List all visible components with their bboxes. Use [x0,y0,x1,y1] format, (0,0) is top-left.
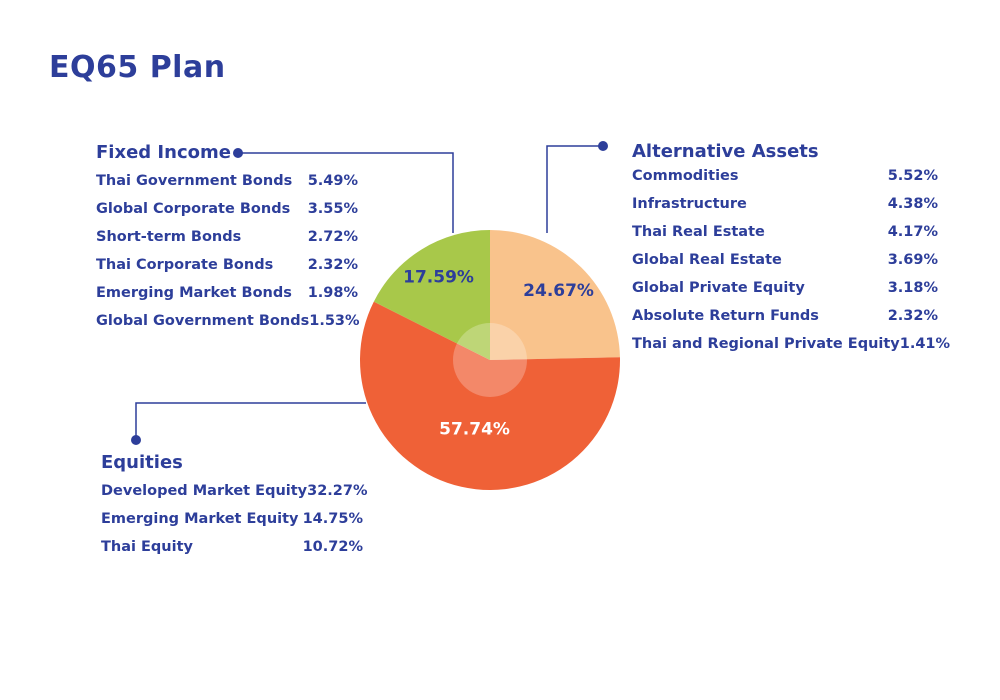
list-item: Developed Market Equity 32.27% [101,481,368,509]
item-value: 1.53% [309,313,360,329]
list-item: Global Corporate Bonds 3.55% [96,199,358,227]
connector-dot-alternative-assets [598,141,608,151]
pie-center-highlight [453,323,527,397]
item-value: 3.55% [307,201,358,217]
list-item: Thai and Regional Private Equity 1.41% [632,334,950,362]
fixed-income-group: Fixed Income Thai Government Bonds 5.49% G… [96,142,360,339]
fixed-income-title: Fixed Income [96,142,231,163]
list-item: Thai Equity 10.72% [101,537,363,565]
item-label: Thai Equity [101,539,193,555]
item-label: Commodities [632,168,739,184]
item-value: 5.52% [887,168,938,184]
slice-label-equities: 57.74% [439,419,510,439]
item-label: Thai Government Bonds [96,173,293,189]
list-item: Infrastructure 4.38% [632,194,938,222]
item-value: 3.69% [887,252,938,268]
item-value: 4.17% [887,224,938,240]
list-item: Global Private Equity 3.18% [632,278,938,306]
item-value: 5.49% [307,173,358,189]
list-item: Thai Government Bonds 5.49% [96,171,358,199]
item-value: 4.38% [887,196,938,212]
list-item: Absolute Return Funds 2.32% [632,306,938,334]
list-item: Thai Real Estate 4.17% [632,222,938,250]
item-label: Emerging Market Bonds [96,285,292,301]
item-label: Infrastructure [632,196,747,212]
alternative-assets-group: Alternative Assets Commodities 5.52% Infra… [632,141,950,362]
page-title: EQ65 Plan [49,50,226,85]
pie-slice-fixed-income [373,230,490,360]
connector-dot-fixed-income [233,148,243,158]
item-value: 3.18% [887,280,938,296]
item-value: 2.32% [307,257,358,273]
slice-label-alternative-assets: 24.67% [523,281,594,301]
item-label: Thai Real Estate [632,224,765,240]
pie-slice-equities [359,301,620,491]
list-item: Short-term Bonds 2.72% [96,227,358,255]
slice-label-fixed-income: 17.59% [403,268,474,288]
connector-dot-equities [131,435,141,445]
item-label: Emerging Market Equity [101,511,299,527]
connector-fixed-income [238,152,454,233]
item-label: Absolute Return Funds [632,308,819,324]
list-item: Emerging Market Bonds 1.98% [96,283,358,311]
item-value: 1.41% [899,336,951,352]
item-value: 2.72% [307,229,358,245]
alternative-assets-title: Alternative Assets [632,141,819,162]
list-item: Commodities 5.52% [632,166,938,194]
item-value: 2.32% [887,308,938,324]
pie-slice-labels: 24.67% 57.74% 17.59% [403,268,594,440]
list-item: Global Government Bonds 1.53% [96,311,360,339]
item-label: Developed Market Equity [101,483,308,499]
list-item: Global Real Estate 3.69% [632,250,938,278]
connector-alternative-assets [546,145,603,233]
item-value: 1.98% [307,285,358,301]
connector-lines [131,141,608,445]
list-item: Emerging Market Equity 14.75% [101,509,363,537]
equities-group: Equities Developed Market Equity 32.27% Em… [101,452,368,565]
item-label: Global Private Equity [632,280,805,296]
connector-equities [135,402,366,440]
item-label: Global Real Estate [632,252,782,268]
item-label: Global Government Bonds [96,313,310,329]
item-label: Thai Corporate Bonds [96,257,274,273]
item-value: 32.27% [307,483,368,499]
pie-slices [359,230,620,491]
list-item: Thai Corporate Bonds 2.32% [96,255,358,283]
pie-slice-alternative-assets [490,230,620,360]
item-value: 10.72% [302,539,363,555]
item-label: Thai and Regional Private Equity [632,336,900,352]
equities-title: Equities [101,452,183,473]
item-value: 14.75% [302,511,363,527]
item-label: Short-term Bonds [96,229,242,245]
item-label: Global Corporate Bonds [96,201,291,217]
